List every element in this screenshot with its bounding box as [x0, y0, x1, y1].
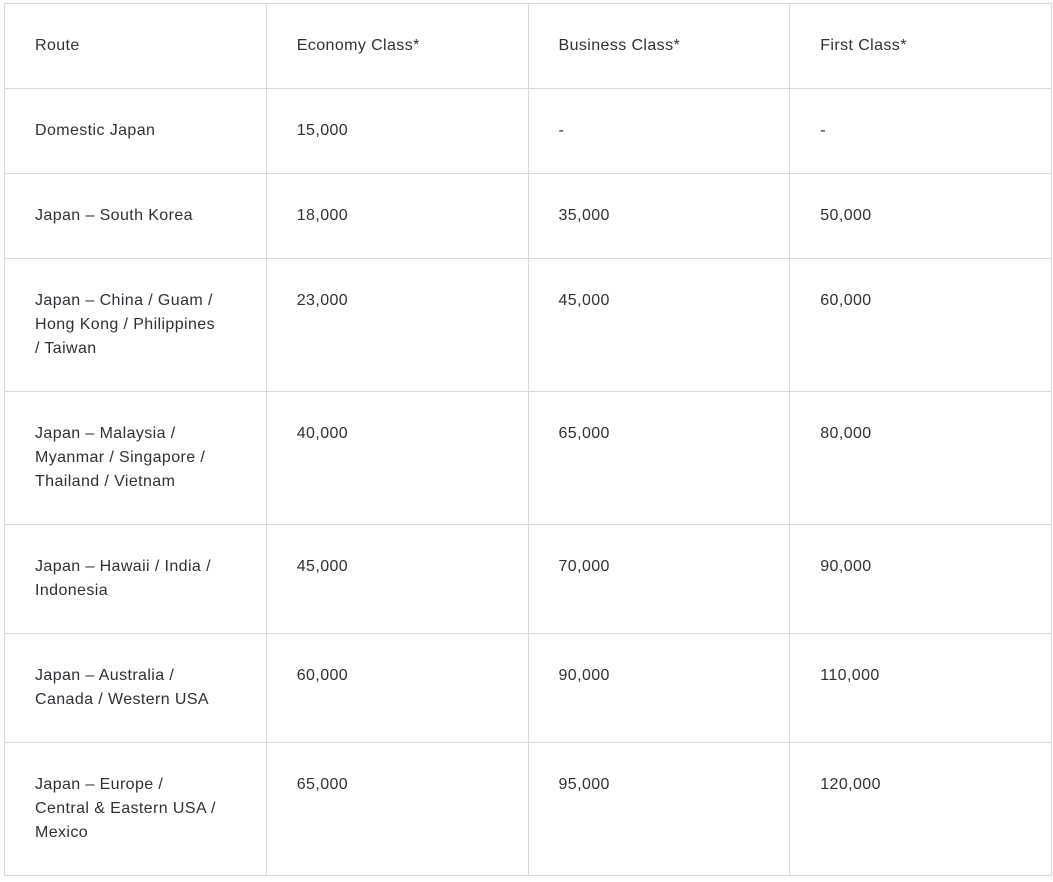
economy-value-cell: 65,000 [265, 742, 529, 876]
business-value-cell: 45,000 [527, 258, 791, 392]
business-value-cell: 90,000 [527, 633, 791, 743]
table-row: Japan – Malaysia / Myanmar / Singapore /… [4, 391, 1052, 525]
business-value-cell: 65,000 [527, 391, 791, 525]
economy-value-cell: 45,000 [265, 524, 529, 634]
table-row: Japan – Australia / Canada / Western USA… [4, 633, 1052, 743]
award-chart-table: Route Economy Class* Business Class* Fir… [4, 3, 1052, 876]
route-cell: Domestic Japan [4, 88, 267, 174]
column-header-route: Route [4, 3, 267, 89]
route-cell: Japan – Australia / Canada / Western USA [4, 633, 267, 743]
table-row: Japan – South Korea 18,000 35,000 50,000 [4, 173, 1052, 259]
business-value-cell: 35,000 [527, 173, 791, 259]
first-value-cell: 90,000 [789, 524, 1052, 634]
first-value-cell: 60,000 [789, 258, 1052, 392]
first-value-cell: 80,000 [789, 391, 1052, 525]
first-value-cell: 50,000 [789, 173, 1052, 259]
business-value-cell: - [527, 88, 791, 174]
route-cell: Japan – Europe / Central & Eastern USA /… [4, 742, 267, 876]
table-row: Japan – Europe / Central & Eastern USA /… [4, 742, 1052, 876]
economy-value-cell: 23,000 [265, 258, 529, 392]
column-header-economy: Economy Class* [265, 3, 529, 89]
first-value-cell: 110,000 [789, 633, 1052, 743]
table-row: Domestic Japan 15,000 - - [4, 88, 1052, 174]
economy-value-cell: 18,000 [265, 173, 529, 259]
route-cell: Japan – China / Guam / Hong Kong / Phili… [4, 258, 267, 392]
economy-value-cell: 40,000 [265, 391, 529, 525]
business-value-cell: 95,000 [527, 742, 791, 876]
business-value-cell: 70,000 [527, 524, 791, 634]
first-value-cell: - [789, 88, 1052, 174]
table-row: Japan – Hawaii / India / Indonesia 45,00… [4, 524, 1052, 634]
economy-value-cell: 60,000 [265, 633, 529, 743]
column-header-business: Business Class* [527, 3, 791, 89]
table-header-row: Route Economy Class* Business Class* Fir… [4, 3, 1052, 89]
route-cell: Japan – Hawaii / India / Indonesia [4, 524, 267, 634]
economy-value-cell: 15,000 [265, 88, 529, 174]
award-chart-page: Route Economy Class* Business Class* Fir… [0, 3, 1053, 882]
table-row: Japan – China / Guam / Hong Kong / Phili… [4, 258, 1052, 392]
first-value-cell: 120,000 [789, 742, 1052, 876]
column-header-first: First Class* [789, 3, 1052, 89]
route-cell: Japan – Malaysia / Myanmar / Singapore /… [4, 391, 267, 525]
route-cell: Japan – South Korea [4, 173, 267, 259]
